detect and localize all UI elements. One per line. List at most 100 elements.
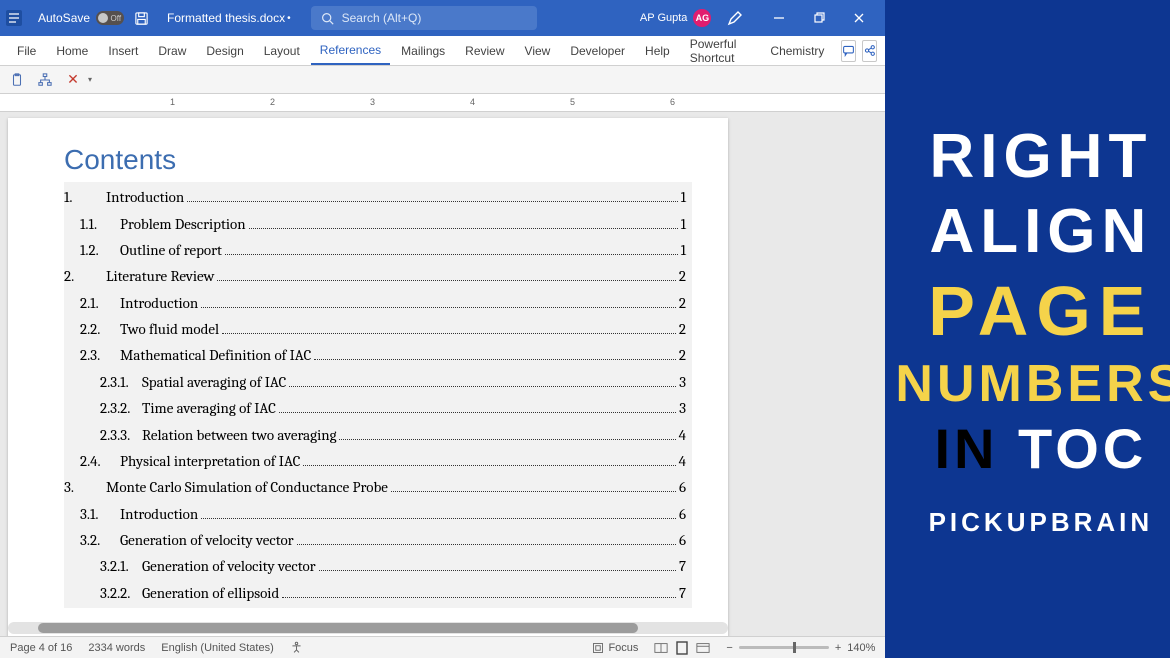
toc-title: Relation between two averaging: [142, 426, 336, 444]
toc-leader: [249, 228, 678, 229]
toc-entry[interactable]: 1.2.Outline of report1: [64, 237, 686, 263]
toc-title: Mathematical Definition of IAC: [120, 346, 311, 364]
toc-entry[interactable]: 3.2.Generation of velocity vector6: [64, 527, 686, 553]
search-placeholder: Search (Alt+Q): [342, 11, 422, 25]
pen-icon[interactable]: [727, 10, 743, 26]
toc-leader: [391, 491, 676, 492]
delete-icon[interactable]: ✕: [64, 71, 82, 89]
read-mode-icon[interactable]: [654, 642, 668, 654]
toc-title: Introduction: [106, 188, 184, 206]
tab-layout[interactable]: Layout: [255, 38, 309, 64]
language-indicator[interactable]: English (United States): [161, 642, 274, 654]
zoom-control[interactable]: − + 140%: [726, 642, 875, 654]
comments-button[interactable]: [841, 40, 856, 62]
tab-mailings[interactable]: Mailings: [392, 38, 454, 64]
toc-title: Literature Review: [106, 267, 214, 285]
hierarchy-icon[interactable]: [36, 71, 54, 89]
toc-number: 2.2.: [64, 320, 120, 338]
overlay-text: NUMBERS: [895, 353, 1170, 415]
toc-leader: [303, 465, 675, 466]
table-of-contents[interactable]: 1.Introduction11.1.Problem Description11…: [64, 182, 692, 608]
tab-file[interactable]: File: [8, 38, 45, 64]
toc-entry[interactable]: 2.3.2.Time averaging of IAC3: [64, 395, 686, 421]
tab-design[interactable]: Design: [197, 38, 252, 64]
toc-number: 3.2.2.: [64, 584, 142, 602]
toc-entry[interactable]: 1.1.Problem Description1: [64, 210, 686, 236]
zoom-out-icon[interactable]: −: [726, 642, 732, 654]
toc-entry[interactable]: 2.4.Physical interpretation of IAC4: [64, 448, 686, 474]
toc-page: 3: [679, 399, 686, 417]
toc-entry[interactable]: 3.2.1.Generation of velocity vector7: [64, 553, 686, 579]
close-button[interactable]: [839, 0, 879, 36]
toc-leader: [314, 359, 676, 360]
ruler-mark: 1: [170, 97, 175, 107]
document-name[interactable]: Formatted thesis.docx •: [167, 11, 291, 25]
focus-mode[interactable]: Focus: [592, 642, 638, 654]
minimize-button[interactable]: [759, 0, 799, 36]
toc-title: Spatial averaging of IAC: [142, 373, 286, 391]
chevron-down-icon[interactable]: ▾: [88, 75, 92, 84]
tab-help[interactable]: Help: [636, 38, 679, 64]
ruler-mark: 6: [670, 97, 675, 107]
toc-entry[interactable]: 2.2.Two fluid model2: [64, 316, 686, 342]
tab-home[interactable]: Home: [47, 38, 97, 64]
autosave-toggle[interactable]: AutoSave Off: [38, 11, 124, 25]
toc-entry[interactable]: 2.Literature Review2: [64, 263, 686, 289]
toc-entry[interactable]: 2.1.Introduction2: [64, 290, 686, 316]
zoom-percent[interactable]: 140%: [847, 642, 875, 654]
restore-button[interactable]: [799, 0, 839, 36]
tab-powerful-shortcut[interactable]: Powerful Shortcut: [681, 31, 760, 71]
share-button[interactable]: [862, 40, 877, 62]
accessibility-icon[interactable]: [290, 641, 303, 654]
save-icon[interactable]: [134, 11, 149, 26]
toc-entry[interactable]: 3.2.2.Generation of ellipsoid 7: [64, 580, 686, 606]
toc-leader: [319, 570, 676, 571]
toc-page: 7: [679, 584, 686, 602]
toc-entry[interactable]: 3.Monte Carlo Simulation of Conductance …: [64, 474, 686, 500]
toc-page: 2: [679, 320, 686, 338]
page-indicator[interactable]: Page 4 of 16: [10, 642, 72, 654]
toc-number: 3.2.: [64, 531, 120, 549]
toc-number: 3.2.1.: [64, 557, 142, 575]
user-account[interactable]: AP Gupta AG: [640, 9, 712, 27]
toc-entry[interactable]: 2.3.Mathematical Definition of IAC2: [64, 342, 686, 368]
toc-number: 1.: [64, 188, 106, 206]
ruler-mark: 5: [570, 97, 575, 107]
clipboard-icon[interactable]: [8, 71, 26, 89]
zoom-in-icon[interactable]: +: [835, 642, 841, 654]
zoom-slider[interactable]: [739, 646, 829, 649]
avatar: AG: [693, 9, 711, 27]
toc-entry[interactable]: 3.1.Introduction6: [64, 501, 686, 527]
tab-review[interactable]: Review: [456, 38, 513, 64]
toc-page: 4: [679, 426, 686, 444]
statusbar: Page 4 of 16 2334 words English (United …: [0, 636, 885, 658]
tab-draw[interactable]: Draw: [149, 38, 195, 64]
toc-page: 1: [681, 215, 686, 233]
toc-leader: [339, 439, 675, 440]
tab-developer[interactable]: Developer: [561, 38, 634, 64]
tab-view[interactable]: View: [516, 38, 560, 64]
tab-chemistry[interactable]: Chemistry: [761, 38, 833, 64]
toc-page: 2: [679, 267, 686, 285]
toc-leader: [279, 412, 676, 413]
web-layout-icon[interactable]: [696, 642, 710, 654]
toggle-switch-icon[interactable]: Off: [96, 11, 124, 25]
toc-entry[interactable]: 2.3.3.Relation between two averaging4: [64, 421, 686, 447]
overlay-text: IN TOC: [934, 415, 1147, 482]
document-area[interactable]: Contents 1.Introduction11.1.Problem Desc…: [0, 112, 885, 636]
word-count[interactable]: 2334 words: [88, 642, 145, 654]
horizontal-scrollbar[interactable]: [8, 622, 728, 634]
toc-number: 1.1.: [64, 215, 120, 233]
toc-page: 6: [679, 505, 686, 523]
ruler[interactable]: 123456: [0, 94, 885, 112]
toc-entry[interactable]: 1.Introduction1: [64, 184, 686, 210]
ribbon-tabs: FileHomeInsertDrawDesignLayoutReferences…: [0, 36, 885, 66]
tab-references[interactable]: References: [311, 37, 390, 65]
overlay-text: PAGE: [928, 269, 1153, 353]
tab-insert[interactable]: Insert: [99, 38, 147, 64]
print-layout-icon[interactable]: [676, 641, 688, 655]
ruler-mark: 4: [470, 97, 475, 107]
toc-entry[interactable]: 2.3.1.Spatial averaging of IAC3: [64, 369, 686, 395]
search-box[interactable]: Search (Alt+Q): [311, 6, 537, 30]
toc-title: Generation of ellipsoid: [142, 584, 279, 602]
